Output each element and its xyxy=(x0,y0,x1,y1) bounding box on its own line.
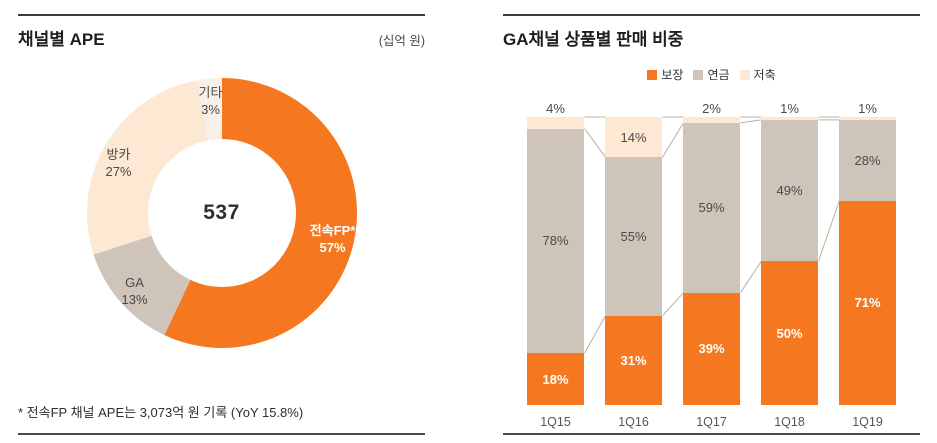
legend-swatch xyxy=(647,69,658,80)
segment-value-label: 78% xyxy=(542,233,569,249)
donut-slice-label: GA 13% xyxy=(121,275,148,307)
right-panel-header: GA채널 상품별 판매 비중 xyxy=(503,14,920,50)
bar-segment-1Q18-연금: 49% xyxy=(761,119,818,261)
legend-swatch xyxy=(693,69,704,80)
category-label: 1Q18 xyxy=(774,415,805,429)
unit-label: (십억 원) xyxy=(378,34,425,48)
bar-plot: 18% 78% 4% 31% 55% 14% 39% 59% 2% 50% 49% 1% 71% 28% 1… xyxy=(517,101,907,405)
category-label: 1Q15 xyxy=(540,415,571,429)
legend-item: 보장 xyxy=(647,66,683,83)
bar-segment-1Q19-보장: 71% xyxy=(839,200,896,405)
segment-value-label: 55% xyxy=(620,229,647,244)
x-axis: 1Q15 1Q16 1Q17 1Q18 1Q19 xyxy=(517,413,907,431)
series-connector-lines xyxy=(583,116,840,354)
segment-value-label: 1% xyxy=(858,101,877,116)
bar-segment-1Q18-보장: 50% xyxy=(761,261,818,405)
donut-slice-label: 방카 27% xyxy=(105,147,132,179)
panel-ape-by-channel: 채널별 APE (십억 원) 537 전속FP* 57% GA 13% 방카 27% 기타 3… xyxy=(18,14,425,435)
segment-value-label: 39% xyxy=(698,341,725,357)
segment-value-label: 28% xyxy=(854,152,881,168)
legend-swatch xyxy=(739,69,750,80)
category-label: 1Q16 xyxy=(618,415,649,429)
segment-value-label: 2% xyxy=(702,101,721,116)
category-label: 1Q19 xyxy=(852,415,883,429)
legend-item: 연금 xyxy=(693,66,730,83)
legend: 보장 연금 저축 xyxy=(503,66,920,83)
segment-value-label: 49% xyxy=(776,182,803,198)
legend-label: 연금 xyxy=(707,68,730,82)
bar-segment-1Q16-보장: 31% xyxy=(605,315,662,405)
legend-label: 저축 xyxy=(753,68,776,82)
donut-hole: 537 xyxy=(147,139,296,287)
bar-segment-1Q18-저축: 1% xyxy=(761,101,818,120)
bar-segment-1Q15-저축: 4% xyxy=(527,101,584,129)
segment-value-label: 18% xyxy=(542,371,569,387)
bar-segment-1Q17-연금: 59% xyxy=(683,122,740,293)
footnote: * 전속FP 채널 APE는 3,073억 원 기록 (YoY 15.8%) xyxy=(18,405,304,420)
segment-value-label: 1% xyxy=(780,101,799,116)
donut-center-value: 537 xyxy=(203,201,240,224)
donut-slice-label: 전속FP* 57% xyxy=(309,223,356,255)
left-panel-title: 채널별 APE xyxy=(18,30,105,49)
bar-segment-1Q19-연금: 28% xyxy=(839,119,896,201)
category-label: 1Q17 xyxy=(696,415,727,429)
bar-segment-1Q16-연금: 55% xyxy=(605,157,662,316)
segment-value-label: 71% xyxy=(854,295,881,311)
right-panel-title: GA채널 상품별 판매 비중 xyxy=(503,30,684,49)
bar-segment-1Q15-보장: 18% xyxy=(527,353,584,405)
bar-segment-1Q17-보장: 39% xyxy=(683,292,740,405)
segment-value-label: 59% xyxy=(698,200,725,216)
segment-value-label: 14% xyxy=(620,129,647,145)
segment-value-label: 31% xyxy=(620,352,647,368)
donut-chart: 537 전속FP* 57% GA 13% 방카 27% 기타 3% xyxy=(86,78,357,348)
bar-segment-1Q17-저축: 2% xyxy=(683,101,740,123)
legend-label: 보장 xyxy=(661,68,684,82)
left-panel-header: 채널별 APE (십억 원) xyxy=(18,14,425,50)
bar-segment-1Q15-연금: 78% xyxy=(527,128,584,354)
segment-value-label: 50% xyxy=(776,325,803,341)
legend-item: 저축 xyxy=(739,66,776,83)
panel-ga-product-mix: GA채널 상품별 판매 비중 보장 연금 저축 18% 78% 4% 31% 55% 14% 3… xyxy=(503,14,920,435)
bar-segment-1Q16-저축: 14% xyxy=(605,117,662,158)
donut-slice-label: 기타 3% xyxy=(198,85,223,117)
segment-value-label: 4% xyxy=(546,101,565,116)
bar-segment-1Q19-저축: 1% xyxy=(839,101,896,120)
